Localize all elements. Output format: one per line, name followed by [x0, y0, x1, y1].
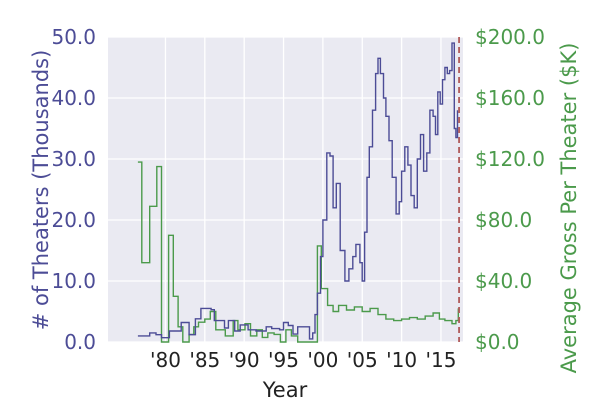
y-tick-right: $160.0 — [475, 86, 545, 110]
y-tick-left: 10.0 — [51, 269, 96, 293]
y-axis-label-left: # of Theaters (Thousands) — [29, 50, 53, 331]
x-tick: '90 — [229, 348, 260, 372]
series-line-gross — [137, 161, 459, 343]
y-tick-right: $80.0 — [475, 208, 532, 232]
x-tick: '95 — [268, 348, 299, 372]
x-ticks: '80 '85 '90 '95 '00 '05 '10 '15 — [150, 348, 456, 372]
y-ticks-left: 0.0 10.0 20.0 30.0 40.0 50.0 — [51, 25, 96, 354]
y-tick-right: $40.0 — [475, 269, 532, 293]
y-tick-left: 20.0 — [51, 208, 96, 232]
grid — [108, 36, 463, 343]
x-tick: '05 — [347, 348, 378, 372]
x-tick: '00 — [307, 348, 338, 372]
x-axis-label: Year — [262, 378, 308, 402]
y-tick-left: 40.0 — [51, 86, 96, 110]
y-tick-right: $200.0 — [475, 25, 545, 49]
y-axis-label-right: Average Gross Per Theater ($K) — [557, 43, 581, 374]
plot-background — [108, 37, 463, 342]
series-line-theaters — [137, 42, 459, 340]
x-tick: '10 — [386, 348, 417, 372]
y-tick-left: 50.0 — [51, 25, 96, 49]
y-tick-right: $120.0 — [475, 147, 545, 171]
y-tick-right: $0.0 — [475, 330, 520, 354]
series-left — [137, 42, 459, 340]
y-tick-left: 30.0 — [51, 147, 96, 171]
x-tick: '85 — [189, 348, 220, 372]
x-tick: '15 — [425, 348, 456, 372]
y-tick-left: 0.0 — [64, 330, 96, 354]
y-ticks-right: $0.0 $40.0 $80.0 $120.0 $160.0 $200.0 — [475, 25, 545, 354]
series-right — [137, 161, 459, 343]
x-tick: '80 — [150, 348, 181, 372]
